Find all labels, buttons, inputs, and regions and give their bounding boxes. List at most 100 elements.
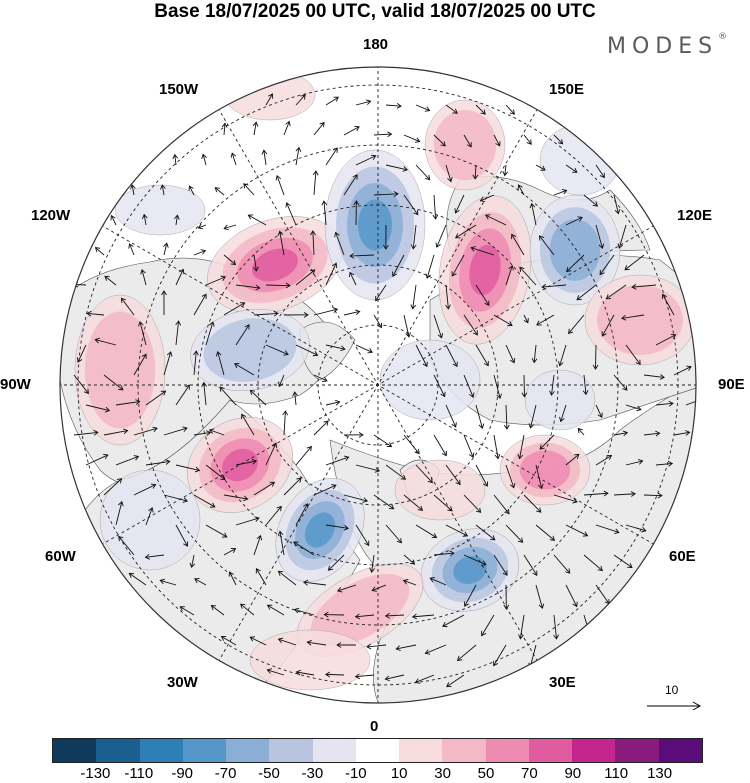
wind-arrow	[103, 374, 124, 391]
wind-arrow	[253, 310, 279, 317]
wind-arrow	[456, 644, 477, 661]
wind-arrow	[565, 584, 578, 608]
wind-arrow	[277, 637, 297, 646]
colorbar-tick-label: 10	[390, 765, 408, 782]
lon-label-120e: 120E	[677, 207, 713, 224]
wind-arrow	[433, 434, 447, 457]
wind-arrow	[261, 149, 268, 166]
wind-arrow	[565, 453, 580, 466]
wind-arrow	[355, 464, 381, 473]
wind-arrow	[302, 579, 327, 586]
wind-arrow	[445, 464, 461, 486]
wind-arrow	[576, 284, 597, 301]
wind-arrow	[601, 314, 615, 337]
anomaly-contour	[519, 450, 571, 490]
wind-arrow	[415, 344, 428, 368]
wind-arrow	[403, 314, 411, 338]
wind-arrow	[201, 153, 207, 166]
wind-arrow	[403, 194, 419, 216]
wind-arrow	[325, 671, 345, 678]
wind-arrow	[395, 644, 417, 652]
wind-arrow	[197, 223, 207, 230]
anomaly-contour	[549, 219, 601, 281]
colorbar-swatch	[615, 739, 659, 762]
colorbar-swatch	[442, 739, 486, 762]
wind-arrow	[403, 134, 421, 143]
wind-arrow	[118, 535, 135, 556]
wind-arrow	[128, 572, 147, 586]
meridian-line	[217, 107, 539, 663]
wind-arrow	[673, 430, 691, 436]
wind-arrow	[277, 530, 285, 556]
wind-arrow	[373, 314, 383, 329]
anomaly-contour	[252, 248, 298, 282]
colorbar-swatch	[399, 739, 443, 762]
anomaly-contour	[114, 184, 206, 236]
wind-arrow	[133, 426, 158, 436]
lon-label-60e: 60E	[669, 548, 696, 565]
wind-arrow	[252, 121, 259, 136]
wind-arrow	[278, 374, 285, 388]
wind-arrow	[528, 404, 537, 429]
wind-arrow	[568, 314, 585, 335]
wind-arrow	[411, 613, 435, 620]
wind-arrow	[145, 507, 154, 526]
wind-arrow	[445, 344, 458, 368]
wind-arrow	[265, 442, 278, 466]
wind-arrow	[275, 174, 285, 196]
wind-arrow	[201, 381, 208, 406]
wind-arrow	[613, 194, 621, 215]
wind-arrow	[243, 183, 255, 196]
wind-arrow	[295, 146, 302, 166]
wind-arrow	[384, 612, 405, 619]
wind-arrow	[221, 122, 228, 136]
colorbar-tick-label: 110	[604, 765, 629, 782]
wind-arrow	[613, 430, 629, 437]
reference-vector-label: 10	[665, 683, 679, 697]
wind-arrow	[493, 554, 508, 576]
wind-arrow	[312, 170, 319, 196]
wind-arrow	[553, 614, 560, 640]
wind-arrow	[223, 494, 249, 502]
wind-arrow	[625, 459, 644, 466]
wind-arrow	[161, 290, 167, 316]
colorbar-swatch	[528, 739, 573, 762]
wind-arrow	[655, 460, 674, 467]
wind-arrow	[249, 636, 267, 646]
colorbar	[52, 738, 703, 763]
colorbar-tick-label: 90	[564, 765, 582, 782]
anomaly-contour	[222, 448, 258, 482]
wind-arrow	[265, 344, 289, 356]
wind-arrow	[454, 194, 465, 214]
lon-label-150w: 150W	[159, 81, 199, 98]
wind-arrow	[655, 333, 677, 346]
wind-arrow	[475, 104, 486, 115]
wind-arrow	[130, 184, 136, 196]
wind-arrow	[334, 231, 345, 256]
wind-arrow	[517, 434, 525, 460]
wind-arrow	[327, 554, 345, 571]
wind-arrow	[103, 478, 123, 496]
wind-arrow	[385, 524, 402, 544]
wind-arrow	[265, 282, 291, 289]
wind-arrow	[295, 344, 319, 357]
polar-stereographic-map	[59, 66, 697, 704]
wind-arrow	[523, 134, 532, 145]
colorbar-swatch	[226, 739, 270, 762]
wind-arrow	[577, 427, 585, 436]
lon-label-90e: 90E	[718, 376, 745, 393]
wind-arrow	[85, 404, 111, 413]
colorbar-swatch	[182, 739, 227, 762]
wind-arrow	[463, 434, 475, 458]
wind-arrow	[415, 164, 431, 181]
wind-arrow	[295, 503, 309, 526]
wind-arrow	[463, 554, 487, 566]
wind-arrow	[266, 604, 285, 616]
wind-arrow	[175, 268, 185, 286]
modes-logo: MODES®	[607, 32, 727, 59]
wind-arrow	[253, 254, 259, 272]
anomaly-contour	[84, 311, 156, 429]
wind-arrow	[518, 614, 525, 640]
wind-arrow	[193, 430, 212, 436]
wind-arrow	[445, 164, 453, 183]
